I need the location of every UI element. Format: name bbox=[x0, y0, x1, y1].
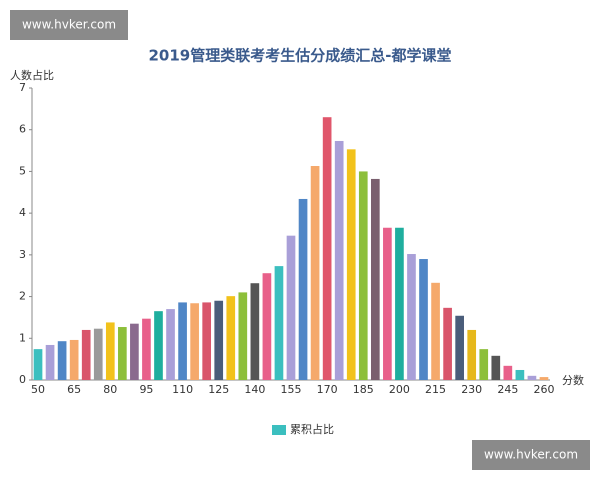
x-axis-label: 分数 bbox=[562, 374, 584, 387]
bar bbox=[383, 227, 392, 380]
bar bbox=[262, 273, 272, 380]
bar bbox=[407, 254, 416, 380]
y-axis-label: 人数占比 bbox=[10, 68, 54, 82]
bar bbox=[370, 178, 380, 380]
watermark: www.hvker.com bbox=[484, 448, 578, 462]
legend-label: 累积占比 bbox=[290, 422, 334, 436]
bar bbox=[130, 323, 139, 380]
bar bbox=[166, 309, 175, 380]
bar bbox=[118, 327, 127, 380]
bar bbox=[202, 302, 212, 380]
bar bbox=[491, 355, 501, 380]
bar bbox=[57, 341, 67, 380]
bar bbox=[33, 349, 43, 380]
bar bbox=[226, 296, 236, 380]
bar bbox=[105, 322, 115, 380]
bar bbox=[346, 149, 356, 380]
bar bbox=[395, 227, 404, 380]
x-tick-label: 230 bbox=[461, 383, 482, 396]
x-tick-label: 80 bbox=[103, 383, 117, 396]
bar bbox=[431, 282, 440, 380]
bar bbox=[286, 235, 296, 380]
y-tick-label: 5 bbox=[19, 164, 26, 177]
bar bbox=[503, 365, 513, 380]
x-tick-label: 170 bbox=[317, 383, 338, 396]
bar bbox=[334, 140, 344, 380]
y-tick-label: 7 bbox=[19, 81, 26, 94]
bar bbox=[250, 283, 260, 380]
y-tick-label: 6 bbox=[19, 123, 26, 136]
bar bbox=[69, 339, 79, 380]
y-tick-label: 0 bbox=[19, 373, 26, 386]
y-tick-label: 2 bbox=[19, 290, 26, 303]
x-tick-label: 50 bbox=[31, 383, 45, 396]
x-tick-label: 110 bbox=[172, 383, 193, 396]
bar bbox=[527, 375, 537, 380]
x-tick-label: 140 bbox=[244, 383, 265, 396]
x-tick-label: 65 bbox=[67, 383, 81, 396]
bar bbox=[81, 329, 91, 380]
bar bbox=[419, 259, 428, 380]
bar bbox=[178, 302, 187, 380]
y-tick-label: 1 bbox=[19, 331, 26, 344]
bar bbox=[45, 344, 55, 380]
chart-title: 2019管理类联考考生估分成绩汇总-都学课堂 bbox=[149, 47, 452, 65]
bar bbox=[298, 198, 308, 380]
bar bbox=[539, 377, 549, 380]
bar bbox=[274, 266, 284, 380]
bar bbox=[455, 315, 464, 380]
bar bbox=[93, 328, 103, 380]
bar bbox=[322, 117, 332, 380]
bar bbox=[214, 300, 224, 380]
bar bbox=[358, 171, 368, 380]
bar bbox=[190, 303, 199, 380]
x-tick-label: 215 bbox=[425, 383, 446, 396]
x-tick-label: 125 bbox=[208, 383, 229, 396]
y-tick-label: 4 bbox=[19, 206, 26, 219]
bar bbox=[142, 318, 151, 380]
x-tick-label: 185 bbox=[353, 383, 374, 396]
bar bbox=[154, 311, 163, 380]
x-tick-label: 155 bbox=[281, 383, 302, 396]
watermark-box bbox=[10, 10, 128, 40]
bar bbox=[310, 166, 320, 380]
bar bbox=[479, 349, 489, 380]
watermark: www.hvker.com bbox=[22, 18, 116, 32]
bar bbox=[238, 292, 248, 380]
legend-swatch bbox=[272, 425, 286, 435]
watermark-box bbox=[472, 440, 590, 470]
x-tick-label: 245 bbox=[497, 383, 518, 396]
x-tick-label: 260 bbox=[533, 383, 554, 396]
x-tick-label: 95 bbox=[139, 383, 153, 396]
bar bbox=[467, 329, 477, 380]
x-tick-label: 200 bbox=[389, 383, 410, 396]
bar bbox=[515, 369, 525, 380]
y-tick-label: 3 bbox=[19, 248, 26, 261]
bar bbox=[443, 307, 452, 380]
